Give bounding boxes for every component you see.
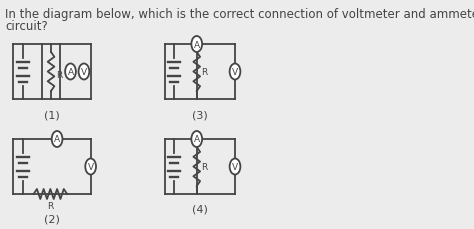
Text: R: R	[201, 68, 208, 77]
Circle shape	[79, 64, 89, 80]
Text: R: R	[47, 201, 54, 210]
Circle shape	[229, 64, 240, 80]
Text: In the diagram below, which is the correct connection of voltmeter and ammeter i: In the diagram below, which is the corre…	[5, 8, 474, 21]
Text: A: A	[194, 135, 200, 144]
Text: V: V	[81, 68, 87, 77]
Circle shape	[191, 131, 202, 147]
Text: A: A	[67, 68, 73, 77]
Text: circuit?: circuit?	[5, 20, 48, 33]
Circle shape	[229, 159, 240, 175]
Text: A: A	[194, 40, 200, 49]
Text: (3): (3)	[192, 109, 208, 120]
Text: R: R	[56, 71, 62, 80]
Text: V: V	[88, 162, 94, 171]
Text: (1): (1)	[44, 109, 60, 120]
Text: (4): (4)	[192, 204, 208, 214]
Circle shape	[65, 64, 76, 80]
Text: R: R	[201, 162, 208, 171]
Text: (2): (2)	[44, 214, 60, 224]
Circle shape	[52, 131, 63, 147]
Text: V: V	[232, 162, 238, 171]
Text: A: A	[54, 135, 60, 144]
Circle shape	[85, 159, 96, 175]
Circle shape	[191, 37, 202, 53]
Text: V: V	[232, 68, 238, 77]
